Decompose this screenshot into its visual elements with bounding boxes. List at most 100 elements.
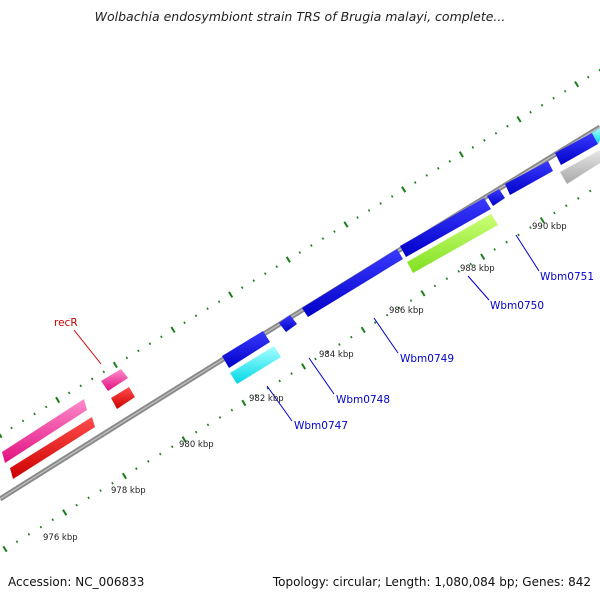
inner-ring-minor-tick [15,540,19,544]
outer-ring-minor-tick [183,321,186,325]
outer-ring-major-tick [401,186,407,193]
outer-ring-minor-tick [91,377,94,381]
gene-feature-blue-4[interactable] [400,198,491,257]
inner-ring-minor-tick [445,277,449,281]
gene-feature-Wbm0747[interactable] [230,346,281,384]
outer-ring-major-tick [55,396,61,404]
inner-ring-major-tick [539,216,545,224]
gene-feature-pink-1[interactable] [2,399,87,463]
leader-Wbm0747 [266,385,293,422]
inner-ring-minor-tick [565,204,568,208]
outer-ring-minor-tick [264,272,267,276]
gene-feature-blue-2[interactable] [279,315,297,332]
inner-ring-minor-tick [588,189,592,193]
inner-ring-major-tick [2,545,8,553]
inner-ring-minor-tick [170,445,174,449]
gene-label-recR[interactable]: recR [54,317,78,329]
inner-ring-major-tick [420,290,426,297]
outer-ring-minor-tick [310,244,313,247]
outer-ring-minor-tick [321,237,325,240]
outer-ring-minor-tick [10,426,13,430]
outer-ring-minor-tick [540,103,544,107]
outer-ring-minor-tick [425,174,428,177]
gene-label-Wbm0751[interactable]: Wbm0751 [540,271,594,283]
gene-feature-blue-5[interactable] [487,189,505,206]
inner-ring-minor-tick [338,343,341,346]
inner-ring-minor-tick [254,394,258,397]
inner-ring-major-tick [121,472,127,480]
inner-ring-minor-tick [373,321,377,324]
outer-ring-major-tick [228,291,234,298]
outer-ring-minor-tick [333,230,336,233]
gene-label-Wbm0748[interactable]: Wbm0748 [336,394,390,406]
inner-ring-major-tick [360,326,366,334]
outer-ring-minor-tick [275,265,279,269]
leader-Wbm0748 [308,357,335,395]
gene-feature-pink-2[interactable] [101,369,128,391]
outer-ring-minor-tick [44,405,48,409]
inner-ring-minor-tick [135,467,138,471]
outer-tick-ring [0,68,600,439]
outer-ring-minor-tick [206,307,209,311]
gene-feature-recR[interactable] [10,417,95,479]
outer-ring-minor-tick [148,342,152,346]
inner-ring-minor-tick [218,416,222,419]
inner-ring-minor-tick [433,284,437,288]
inner-ring-minor-tick [39,525,43,529]
accession-label: Accession: NC_006833 [8,575,145,589]
gene-label-Wbm0749[interactable]: Wbm0749 [400,353,454,365]
gene-feature-red-2[interactable] [111,387,135,409]
outer-ring-minor-tick [137,349,140,353]
inner-ring-major-tick [301,363,307,370]
inner-ring-minor-tick [230,408,234,412]
leader-recR [73,329,102,365]
outer-ring-major-tick [112,361,118,369]
leader-Wbm0751 [515,234,540,272]
inner-ring-minor-tick [505,240,508,244]
inner-ring-minor-tick [159,452,162,456]
inner-ring-minor-tick [51,518,54,522]
gene-feature-blue-3[interactable] [302,249,403,317]
outer-ring-major-tick [574,80,580,88]
gene-feature-Wbm0750[interactable] [407,214,498,273]
inner-ring-minor-tick [385,313,389,317]
ruler-label-986: 986 kbp [389,306,424,316]
outer-ring-minor-tick [483,138,486,142]
outer-ring-major-tick [285,256,291,263]
gene-feature-cyan-1 [592,128,600,144]
outer-ring-minor-tick [33,412,36,416]
inner-ring-major-tick [480,253,486,261]
inner-ring-major-tick [62,509,68,516]
ruler-labels: 976 kbp 978 kbp 980 kbp 982 kbp 984 kbp … [43,222,567,543]
outer-ring-minor-tick [298,251,302,254]
outer-ring-minor-tick [160,335,163,339]
gene-feature-blue-7[interactable] [555,133,598,165]
outer-ring-minor-tick [217,300,221,304]
leader-Wbm0750 [467,275,490,301]
ruler-label-990: 990 kbp [532,222,567,232]
inner-ring-minor-tick [350,335,353,339]
gene-feature-blue-6[interactable] [505,161,553,195]
outer-ring-minor-tick [529,110,532,114]
gene-labels: recR Wbm0747 Wbm0748 Wbm0749 Wbm0750 Wbm… [54,271,594,432]
gene-label-Wbm0750[interactable]: Wbm0750 [490,300,544,312]
ruler-label-980: 980 kbp [179,440,214,450]
inner-ring-minor-tick [529,226,532,229]
outer-ring-major-tick [516,115,522,123]
outer-ring-minor-tick [390,195,394,198]
gene-label-Wbm0747[interactable]: Wbm0747 [294,420,348,432]
outer-ring-minor-tick [379,202,382,205]
outer-ring-minor-tick [194,314,198,318]
gene-feature-blue-1[interactable] [222,331,270,368]
leader-Wbm0749 [373,317,399,354]
inner-ring-minor-tick [87,496,90,500]
outer-ring-minor-tick [356,216,359,219]
inner-ring-minor-tick [469,262,472,266]
outer-ring-minor-tick [21,419,25,423]
outer-ring-major-tick [170,326,176,334]
gene-feature-grey-1[interactable] [560,150,600,184]
outer-ring-minor-tick [67,391,71,395]
ruler-label-978: 978 kbp [111,486,146,496]
inner-ring-minor-tick [314,357,317,361]
